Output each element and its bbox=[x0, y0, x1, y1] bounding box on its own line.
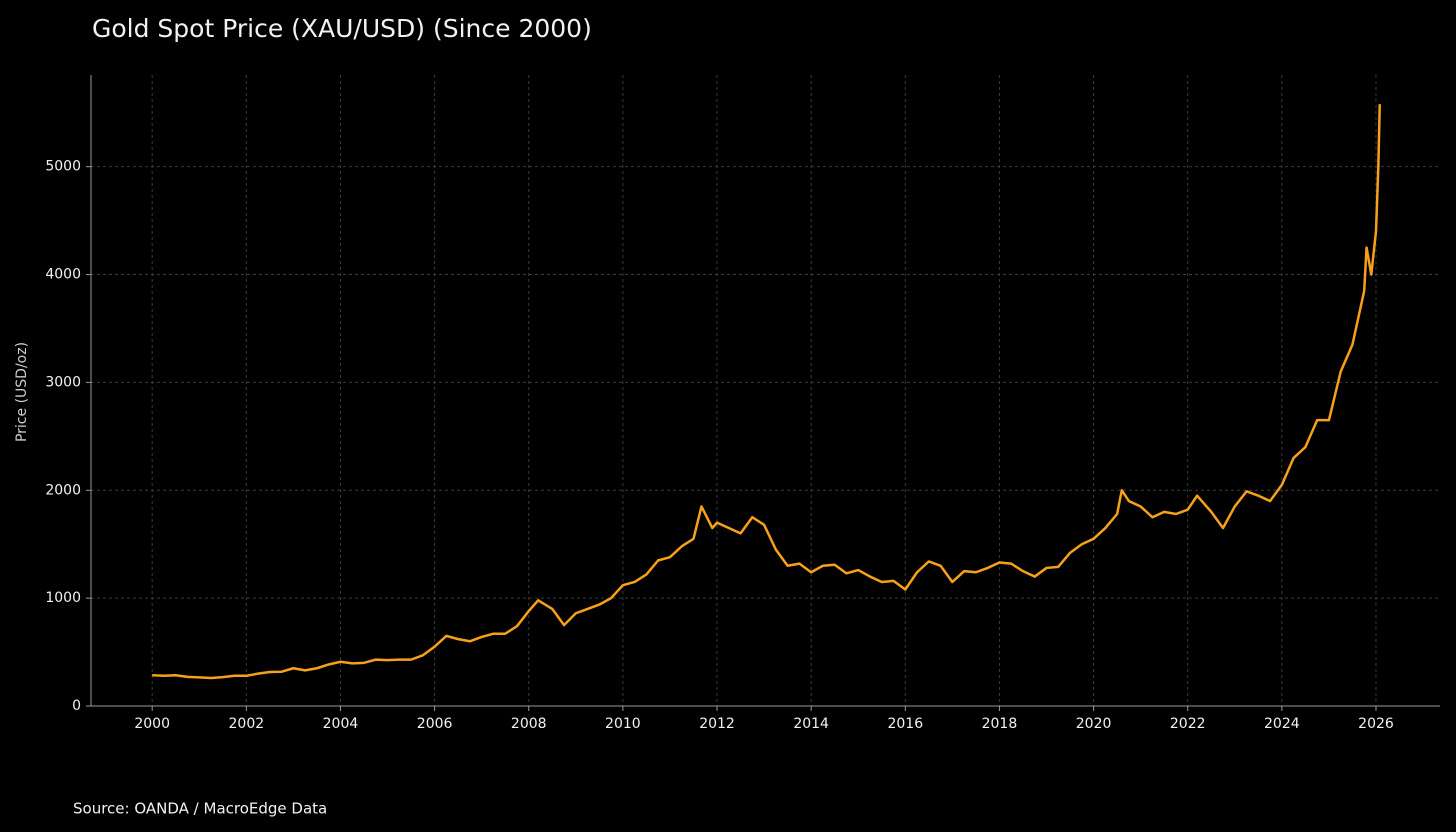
x-tick-label: 2016 bbox=[887, 716, 923, 732]
y-tick-label: 5000 bbox=[45, 159, 81, 175]
x-tick-label: 2014 bbox=[793, 716, 829, 732]
x-tick-label: 2012 bbox=[699, 716, 735, 732]
x-tick-label: 2018 bbox=[982, 716, 1018, 732]
x-tick-label: 2008 bbox=[511, 716, 547, 732]
y-axis-label: Price (USD/oz) bbox=[14, 342, 30, 442]
price-line bbox=[152, 104, 1381, 680]
y-tick-label: 1000 bbox=[45, 590, 81, 606]
x-tick-label: 2010 bbox=[605, 716, 641, 732]
chart-title: Gold Spot Price (XAU/USD) (Since 2000) bbox=[92, 14, 592, 43]
x-tick-label: 2026 bbox=[1358, 716, 1394, 732]
x-tick-label: 2002 bbox=[229, 716, 265, 732]
x-tick-label: 2020 bbox=[1076, 716, 1112, 732]
x-tick-label: 2006 bbox=[417, 716, 453, 732]
x-tick-label: 2022 bbox=[1170, 716, 1206, 732]
y-tick-label: 3000 bbox=[45, 374, 81, 390]
x-tick-label: 2024 bbox=[1264, 716, 1300, 732]
x-tick-label: 2000 bbox=[134, 716, 170, 732]
source-note: Source: OANDA / MacroEdge Data bbox=[73, 800, 327, 818]
y-tick-label: 0 bbox=[72, 698, 81, 714]
x-tick-label: 2004 bbox=[323, 716, 359, 732]
y-tick-label: 4000 bbox=[45, 267, 81, 283]
y-tick-label: 2000 bbox=[45, 482, 81, 498]
